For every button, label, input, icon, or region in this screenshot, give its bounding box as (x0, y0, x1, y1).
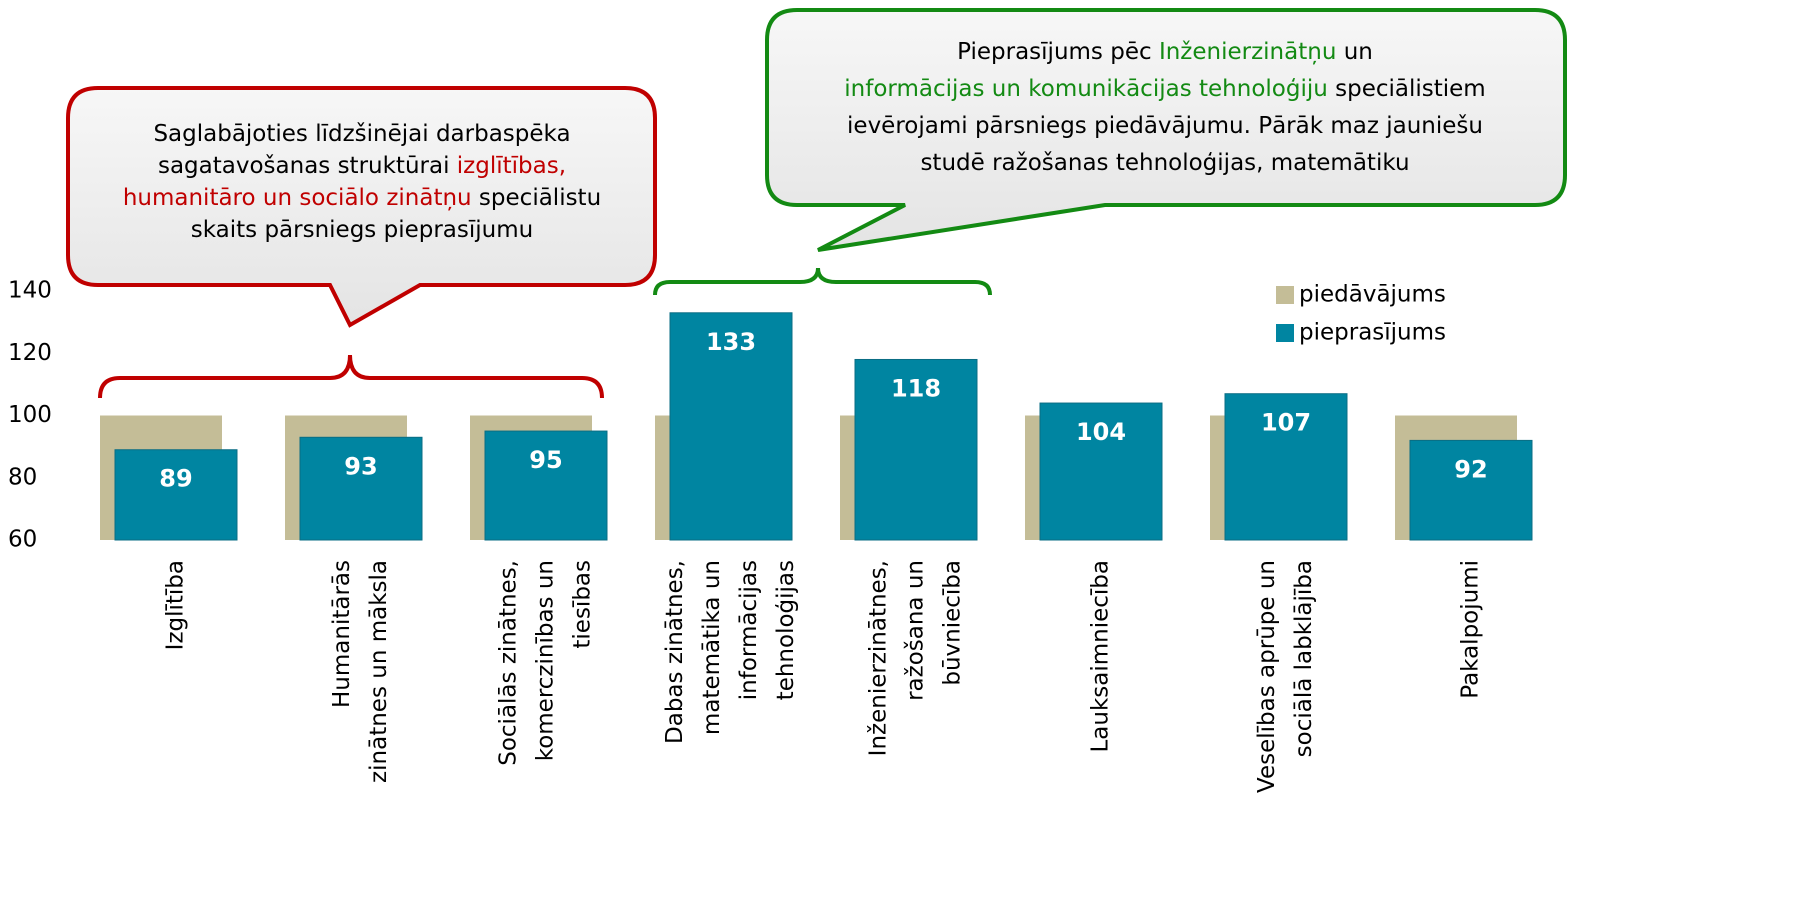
bar (854, 358, 978, 541)
bar (484, 430, 608, 541)
legend-label: piedāvājums (1299, 282, 1446, 308)
value-label: 104 (1076, 418, 1126, 446)
value-label: 133 (706, 328, 756, 356)
x-tick-label: Sociālās zinātnes, (496, 560, 522, 766)
x-tick-label: Humanitārās (329, 560, 355, 708)
bar (1409, 439, 1533, 541)
x-tick-label-group: Humanitārās zinātnes un māksla (329, 560, 392, 783)
callout-segment: humanitāro un sociālo zinātņu (123, 185, 472, 211)
callout-text: informācijas un komunikācijas tehnoloģij… (844, 76, 1485, 102)
x-tick-label: Veselības aprūpe un (1254, 560, 1280, 793)
x-tick-label: komerczinības un (533, 560, 559, 761)
x-tick-label: Dabas zinātnes, (662, 560, 688, 744)
legend-label: pieprasījums (1299, 320, 1446, 346)
x-tick-label-group: Sociālās zinātnes, komerczinības un tiesīb… (496, 560, 596, 766)
callout-segment: sagatavošanas struktūrai (158, 153, 457, 179)
callout-text: studē ražošanas tehnoloģijas, matemātiku (920, 150, 1409, 176)
x-tick-label: ražošana un (903, 560, 929, 701)
x-tick-label-group: Pakalpojumi (1458, 560, 1484, 699)
callout-segment: Inženierzinātņu (1159, 39, 1336, 65)
callout-segment: un (1336, 39, 1372, 65)
brace-green (653, 267, 992, 296)
x-tick-label: matemātika un (699, 560, 725, 735)
y-tick-label: 120 (8, 340, 52, 366)
x-tick-label-group: Veselības aprūpe un sociālā labklājība (1254, 560, 1317, 793)
x-tick-label: sociālā labklājība (1291, 560, 1317, 757)
callout-text: ievērojami pārsniegs piedāvājumu. Pārāk … (847, 113, 1483, 139)
callout-segment: skaits pārsniegs pieprasījumu (191, 217, 533, 243)
callout-text: humanitāro un sociālo zinātņu speciālist… (123, 185, 601, 211)
x-tick-label-group: Inženierzinātnes, ražošana un būvniecība (866, 560, 966, 756)
bar (114, 449, 238, 541)
x-tick-label: Pakalpojumi (1458, 560, 1484, 699)
value-label: 89 (159, 465, 192, 493)
x-tick-label: tiesības (570, 560, 596, 649)
x-tick-label: Inženierzinātnes, (866, 560, 892, 756)
legend-swatch (1276, 286, 1294, 304)
value-label: 95 (529, 446, 562, 474)
x-tick-label: informācijas (736, 560, 762, 700)
value-label: 118 (891, 374, 941, 402)
callout-green (765, 8, 1567, 252)
x-tick-label-group: Lauksaimniecība (1088, 560, 1114, 753)
bar (1039, 402, 1163, 541)
callout-segment: ievērojami pārsniegs piedāvājumu. Pārāk … (847, 113, 1483, 139)
callout-text: Saglabājoties līdzšinējai darbaspēka (153, 121, 570, 147)
x-tick-label: Izglītība (163, 560, 189, 650)
callout-red (66, 86, 657, 328)
brace-red (98, 354, 604, 399)
value-label: 93 (344, 452, 377, 480)
y-tick-label: 100 (8, 402, 52, 428)
callout-text: sagatavošanas struktūrai izglītības, (158, 153, 566, 179)
callout-segment: studē ražošanas tehnoloģijas, matemātiku (920, 150, 1409, 176)
x-tick-label: Lauksaimniecība (1088, 560, 1114, 753)
legend-swatch (1276, 324, 1294, 342)
x-tick-label: tehnoloģijas (773, 560, 799, 700)
bar (299, 436, 423, 541)
x-tick-label: zinātnes un māksla (366, 560, 392, 783)
callout-segment: Saglabājoties līdzšinējai darbaspēka (153, 121, 570, 147)
bar (1224, 393, 1348, 541)
y-tick-label: 60 (8, 527, 37, 553)
y-tick-label: 80 (8, 464, 37, 490)
bar (669, 312, 793, 541)
value-label: 107 (1261, 409, 1311, 437)
callout-text: skaits pārsniegs pieprasījumu (191, 217, 533, 243)
callout-segment: speciālistu (472, 185, 602, 211)
x-tick-label-group: Dabas zinātnes, matemātika un informācijas… (662, 560, 799, 744)
y-tick-label: 140 (8, 278, 52, 304)
callout-text: Pieprasījums pēc Inženierzinātņu un (957, 39, 1373, 65)
callout-segment: informācijas un komunikācijas tehnoloģij… (844, 76, 1328, 102)
value-label: 92 (1454, 455, 1487, 483)
x-tick-label-group: Izglītība (163, 560, 189, 650)
callout-segment: speciālistiem (1328, 76, 1486, 102)
callout-segment: Pieprasījums pēc (957, 39, 1159, 65)
callout-segment: izglītības, (457, 153, 566, 179)
x-tick-label: būvniecība (940, 560, 966, 686)
